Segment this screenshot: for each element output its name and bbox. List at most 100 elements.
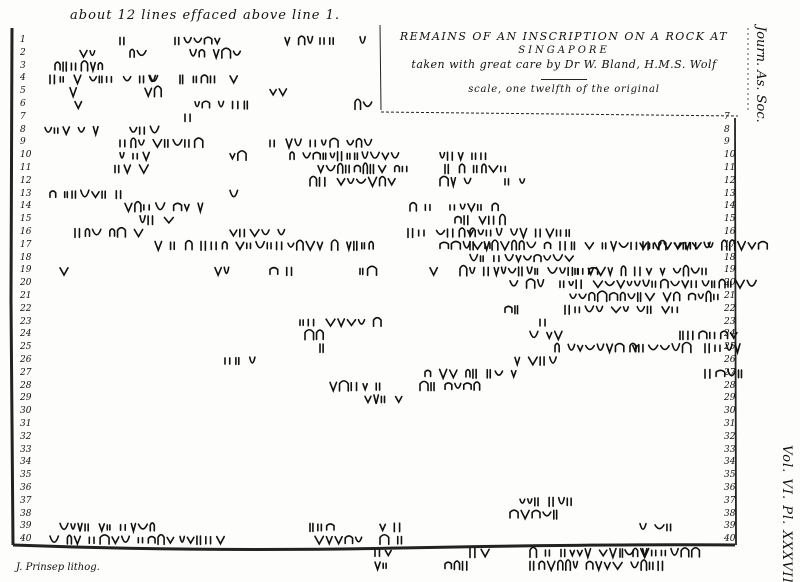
inscription-glyph xyxy=(130,137,137,149)
inscription-glyph xyxy=(287,242,295,248)
inscription-glyph xyxy=(607,267,614,278)
inscription-glyph xyxy=(136,49,147,57)
left-line-number: 32 xyxy=(20,431,32,442)
inscription-glyph xyxy=(458,227,466,238)
inscription-glyph xyxy=(729,331,738,340)
inscription-glyph xyxy=(592,280,604,289)
inscription-glyph xyxy=(622,306,630,313)
inscription-glyph xyxy=(183,203,190,213)
inscription-glyph xyxy=(186,536,195,545)
inscription-glyph xyxy=(53,127,59,134)
inscription-glyph xyxy=(553,330,563,342)
inscription-glyph xyxy=(353,164,362,173)
inscription-glyph xyxy=(568,280,574,287)
inscription-glyph xyxy=(255,240,266,249)
inscription-glyph xyxy=(369,151,381,159)
right-line-number: 21 xyxy=(724,291,736,301)
inscription-glyph xyxy=(192,75,198,84)
inscription-glyph xyxy=(574,267,579,276)
inscription-glyph xyxy=(196,535,202,546)
left-line-number: 28 xyxy=(20,380,32,391)
inscription-glyph xyxy=(200,240,207,251)
inscription-glyph xyxy=(514,305,519,315)
inscription-glyph xyxy=(670,280,680,287)
inscription-glyph xyxy=(444,561,453,570)
inscription-glyph xyxy=(91,228,102,236)
inscription-glyph xyxy=(382,562,387,570)
inscription-glyph xyxy=(304,328,315,341)
inscription-glyph xyxy=(320,139,327,146)
inscription-glyph xyxy=(601,242,607,250)
inscription-glyph xyxy=(697,293,705,300)
inscription-glyph xyxy=(314,535,325,546)
left-line-number: 9 xyxy=(20,137,26,148)
inscription-glyph xyxy=(302,152,312,159)
inscription-glyph xyxy=(727,280,732,288)
inscription-glyph xyxy=(201,100,211,109)
inscription-glyph xyxy=(526,241,537,249)
left-line-number: 23 xyxy=(20,316,32,327)
inscription-glyph xyxy=(77,126,86,133)
inscription-glyph xyxy=(658,239,667,251)
inscription-glyph xyxy=(79,189,90,198)
inscription-glyph xyxy=(704,368,711,379)
right-line-number: 9 xyxy=(724,137,730,148)
right-line-number: 11 xyxy=(724,163,736,173)
inscription-glyph xyxy=(229,229,238,238)
inscription-glyph xyxy=(646,305,652,315)
left-line-number: 4 xyxy=(20,73,26,84)
inscription-glyph xyxy=(444,382,453,391)
inscription-glyph xyxy=(336,177,346,187)
inscription-glyph xyxy=(526,266,533,275)
inscription-glyph xyxy=(569,293,577,300)
inscription-glyph xyxy=(650,549,657,557)
inscription-glyph xyxy=(109,228,116,237)
inscription-glyph xyxy=(472,368,477,379)
inscription-glyph xyxy=(367,176,378,189)
inscription-glyph xyxy=(584,305,595,313)
right-line-number: 31 xyxy=(724,419,736,429)
inscription-glyph xyxy=(633,266,641,277)
right-border xyxy=(734,117,737,546)
inscription-glyph xyxy=(318,176,326,187)
left-line-number: 18 xyxy=(20,252,32,263)
inscription-glyph xyxy=(636,291,642,303)
inscription-glyph xyxy=(536,278,545,288)
inscription-glyph xyxy=(510,228,519,236)
inscription-glyph xyxy=(639,242,648,251)
inscription-glyph xyxy=(483,240,490,253)
left-line-number: 3 xyxy=(20,60,26,71)
left-line-number: 15 xyxy=(20,214,32,225)
inscription-glyph xyxy=(89,75,98,82)
inscription-glyph xyxy=(500,241,510,252)
inscription-glyph xyxy=(534,497,539,507)
left-line-number: 29 xyxy=(20,393,32,404)
inscription-glyph xyxy=(544,549,551,557)
inscription-glyph xyxy=(630,241,638,251)
inscription-glyph xyxy=(70,62,77,71)
volume-label: Vol. VI. Pl. XXXVIII. xyxy=(779,445,794,582)
inscription-glyph xyxy=(124,202,133,214)
inscription-glyph xyxy=(584,242,595,251)
inscription-glyph xyxy=(336,151,343,162)
inscription-glyph xyxy=(329,152,336,159)
inscription-glyph xyxy=(639,547,650,560)
inscription-glyph xyxy=(570,241,576,251)
right-line-number: 14 xyxy=(724,201,736,212)
inscription-glyph xyxy=(59,267,69,277)
inscription-glyph xyxy=(197,202,204,215)
inscription-glyph xyxy=(747,242,757,251)
inscription-glyph xyxy=(223,266,230,275)
right-line-number: 40 xyxy=(724,534,736,545)
inscription-glyph xyxy=(454,215,462,224)
inscription-glyph xyxy=(62,61,68,72)
inscription-glyph xyxy=(338,380,350,392)
inscription-glyph xyxy=(487,215,495,225)
inscription-glyph xyxy=(149,125,160,134)
inscription-glyph xyxy=(547,267,558,274)
inscription-glyph xyxy=(203,36,213,45)
inscription-glyph xyxy=(564,304,571,315)
inscription-glyph xyxy=(269,266,279,276)
inscription-glyph xyxy=(312,151,322,160)
inscription-glyph xyxy=(520,509,530,521)
